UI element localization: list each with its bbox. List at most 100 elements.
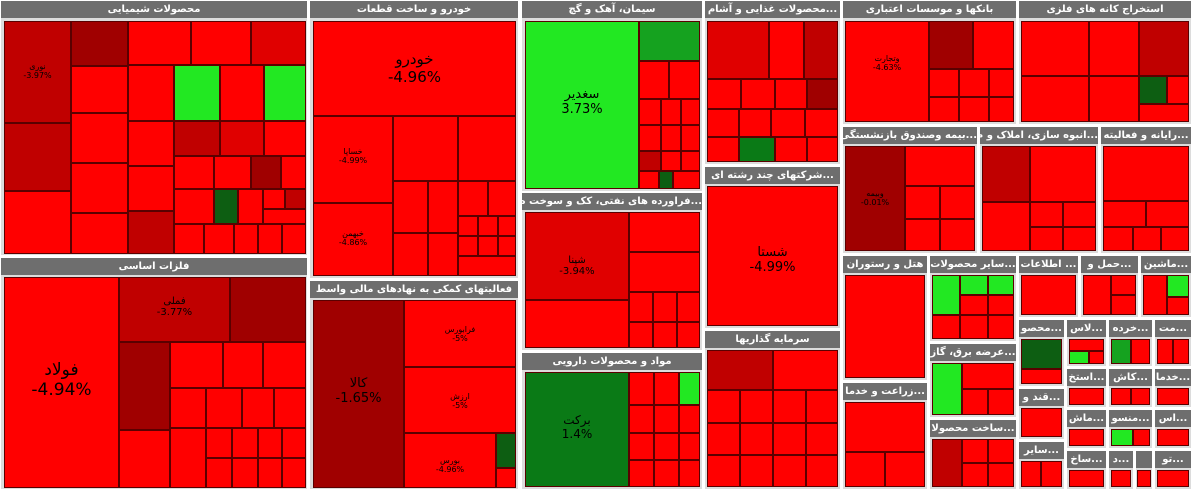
- stock-tile[interactable]: [629, 433, 654, 460]
- stock-tile[interactable]: [119, 430, 170, 488]
- stock-tile[interactable]: [458, 236, 478, 256]
- sector-investment[interactable]: سرمایه گذاریها: [705, 331, 840, 489]
- stock-tile[interactable]: [1069, 351, 1089, 364]
- stock-tile[interactable]: [428, 233, 458, 276]
- stock-tile[interactable]: [1157, 429, 1189, 446]
- stock-tile[interactable]: [1030, 202, 1063, 227]
- stock-tile[interactable]: [1167, 297, 1189, 315]
- sector-khadama[interactable]: ...خدما: [1155, 369, 1191, 407]
- stock-tile[interactable]: [223, 342, 263, 388]
- stock-tile[interactable]: [206, 428, 232, 458]
- stock-tile[interactable]: [119, 342, 170, 430]
- stock-tile[interactable]: [1021, 408, 1062, 437]
- stock-tile-khbahman[interactable]: خبهمن -4.86%: [313, 203, 393, 276]
- sector-mota[interactable]: ...مت: [1155, 320, 1191, 366]
- stock-tile[interactable]: [282, 428, 306, 458]
- stock-tile[interactable]: [639, 99, 661, 125]
- sector-food[interactable]: ...محصولات غذایی و آشام: [705, 1, 840, 164]
- stock-tile[interactable]: [498, 216, 516, 236]
- stock-tile[interactable]: [988, 315, 1014, 339]
- stock-tile[interactable]: [282, 224, 306, 254]
- stock-tile[interactable]: [1146, 201, 1189, 227]
- stock-tile[interactable]: [982, 202, 1030, 251]
- stock-tile[interactable]: [905, 219, 940, 251]
- stock-tile[interactable]: [654, 372, 679, 405]
- stock-tile[interactable]: [905, 186, 940, 219]
- stock-tile[interactable]: [629, 405, 654, 433]
- stock-tile[interactable]: [393, 233, 428, 276]
- stock-tile[interactable]: [1021, 461, 1041, 487]
- stock-tile[interactable]: [71, 163, 128, 213]
- stock-tile[interactable]: [174, 156, 214, 189]
- stock-tile-foolad[interactable]: فولاد -4.94%: [4, 277, 119, 488]
- stock-tile[interactable]: [204, 224, 234, 254]
- stock-tile[interactable]: [258, 224, 282, 254]
- stock-tile[interactable]: [673, 171, 700, 189]
- stock-tile[interactable]: [1021, 369, 1062, 384]
- stock-tile[interactable]: [1157, 339, 1173, 364]
- stock-tile[interactable]: [740, 423, 773, 455]
- stock-tile[interactable]: [1063, 227, 1096, 251]
- stock-tile[interactable]: [525, 300, 629, 348]
- sector-pharma[interactable]: مواد و محصولات دارویی برکت 1.4%: [522, 353, 702, 489]
- stock-tile[interactable]: [1111, 295, 1136, 315]
- stock-tile[interactable]: [629, 212, 700, 252]
- stock-tile[interactable]: [498, 236, 516, 256]
- stock-tile[interactable]: [629, 292, 653, 322]
- sector-saber[interactable]: ...سایر: [1019, 442, 1064, 489]
- stock-tile[interactable]: [1103, 227, 1133, 251]
- stock-tile[interactable]: [681, 99, 700, 125]
- sector-electric[interactable]: ...عرضه برق، گاز: [930, 344, 1016, 417]
- stock-tile[interactable]: [488, 181, 516, 216]
- sector-chemical[interactable]: محصولات شیمیایی نوری -3.97%: [1, 1, 307, 255]
- stock-tile[interactable]: [775, 137, 807, 162]
- stock-tile[interactable]: [962, 439, 988, 463]
- sector-realestate[interactable]: ...انبوه سازی، املاک و م: [980, 127, 1098, 253]
- stock-tile[interactable]: [629, 252, 700, 292]
- stock-tile[interactable]: [214, 189, 238, 224]
- sector-machinery[interactable]: ...ماشین: [1141, 256, 1191, 317]
- stock-tile[interactable]: [1139, 21, 1189, 76]
- stock-tile[interactable]: [845, 402, 925, 452]
- sector-khorde[interactable]: ...خرده: [1109, 320, 1152, 366]
- stock-tile[interactable]: [707, 423, 740, 455]
- stock-tile[interactable]: [496, 468, 516, 488]
- stock-tile[interactable]: [251, 21, 306, 65]
- stock-tile-arzesh[interactable]: ارزش -5%: [404, 367, 516, 433]
- stock-tile[interactable]: [258, 428, 282, 458]
- stock-tile[interactable]: [989, 69, 1014, 97]
- stock-tile[interactable]: [885, 452, 925, 487]
- stock-tile[interactable]: [234, 224, 258, 254]
- sector-mansu[interactable]: ...منسو: [1109, 410, 1152, 448]
- stock-tile[interactable]: [393, 116, 458, 181]
- stock-tile[interactable]: [707, 79, 741, 109]
- stock-tile[interactable]: [1111, 275, 1136, 295]
- stock-tile[interactable]: [681, 125, 700, 151]
- stock-tile[interactable]: [739, 109, 771, 137]
- sector-transport[interactable]: ...حمل و: [1081, 256, 1138, 317]
- stock-tile[interactable]: [988, 439, 1014, 463]
- stock-tile[interactable]: [932, 315, 960, 339]
- stock-tile[interactable]: [170, 428, 206, 488]
- stock-tile[interactable]: [988, 295, 1014, 315]
- stock-tile[interactable]: [677, 292, 700, 322]
- stock-tile[interactable]: [707, 21, 769, 79]
- stock-tile[interactable]: [740, 390, 773, 423]
- stock-tile[interactable]: [1157, 470, 1189, 487]
- stock-tile[interactable]: [639, 61, 669, 99]
- sector-sakh[interactable]: ...ساخ: [1067, 451, 1106, 489]
- stock-tile[interactable]: [654, 433, 679, 460]
- sector-to[interactable]: ...تو: [1155, 451, 1191, 489]
- stock-tile[interactable]: [1137, 470, 1151, 487]
- stock-tile-sghadir[interactable]: سغدیر 3.73%: [525, 21, 639, 189]
- stock-tile[interactable]: [478, 216, 498, 236]
- stock-tile[interactable]: [739, 137, 775, 162]
- stock-tile[interactable]: [206, 388, 242, 428]
- sector-it[interactable]: ...رایانه و فعالیته: [1101, 127, 1191, 253]
- stock-tile[interactable]: [4, 123, 71, 191]
- stock-tile-bourse[interactable]: بورس -4.96%: [404, 433, 496, 488]
- stock-tile[interactable]: [845, 275, 925, 378]
- stock-tile[interactable]: [458, 256, 516, 276]
- stock-tile[interactable]: [962, 389, 988, 415]
- stock-tile[interactable]: [740, 455, 773, 487]
